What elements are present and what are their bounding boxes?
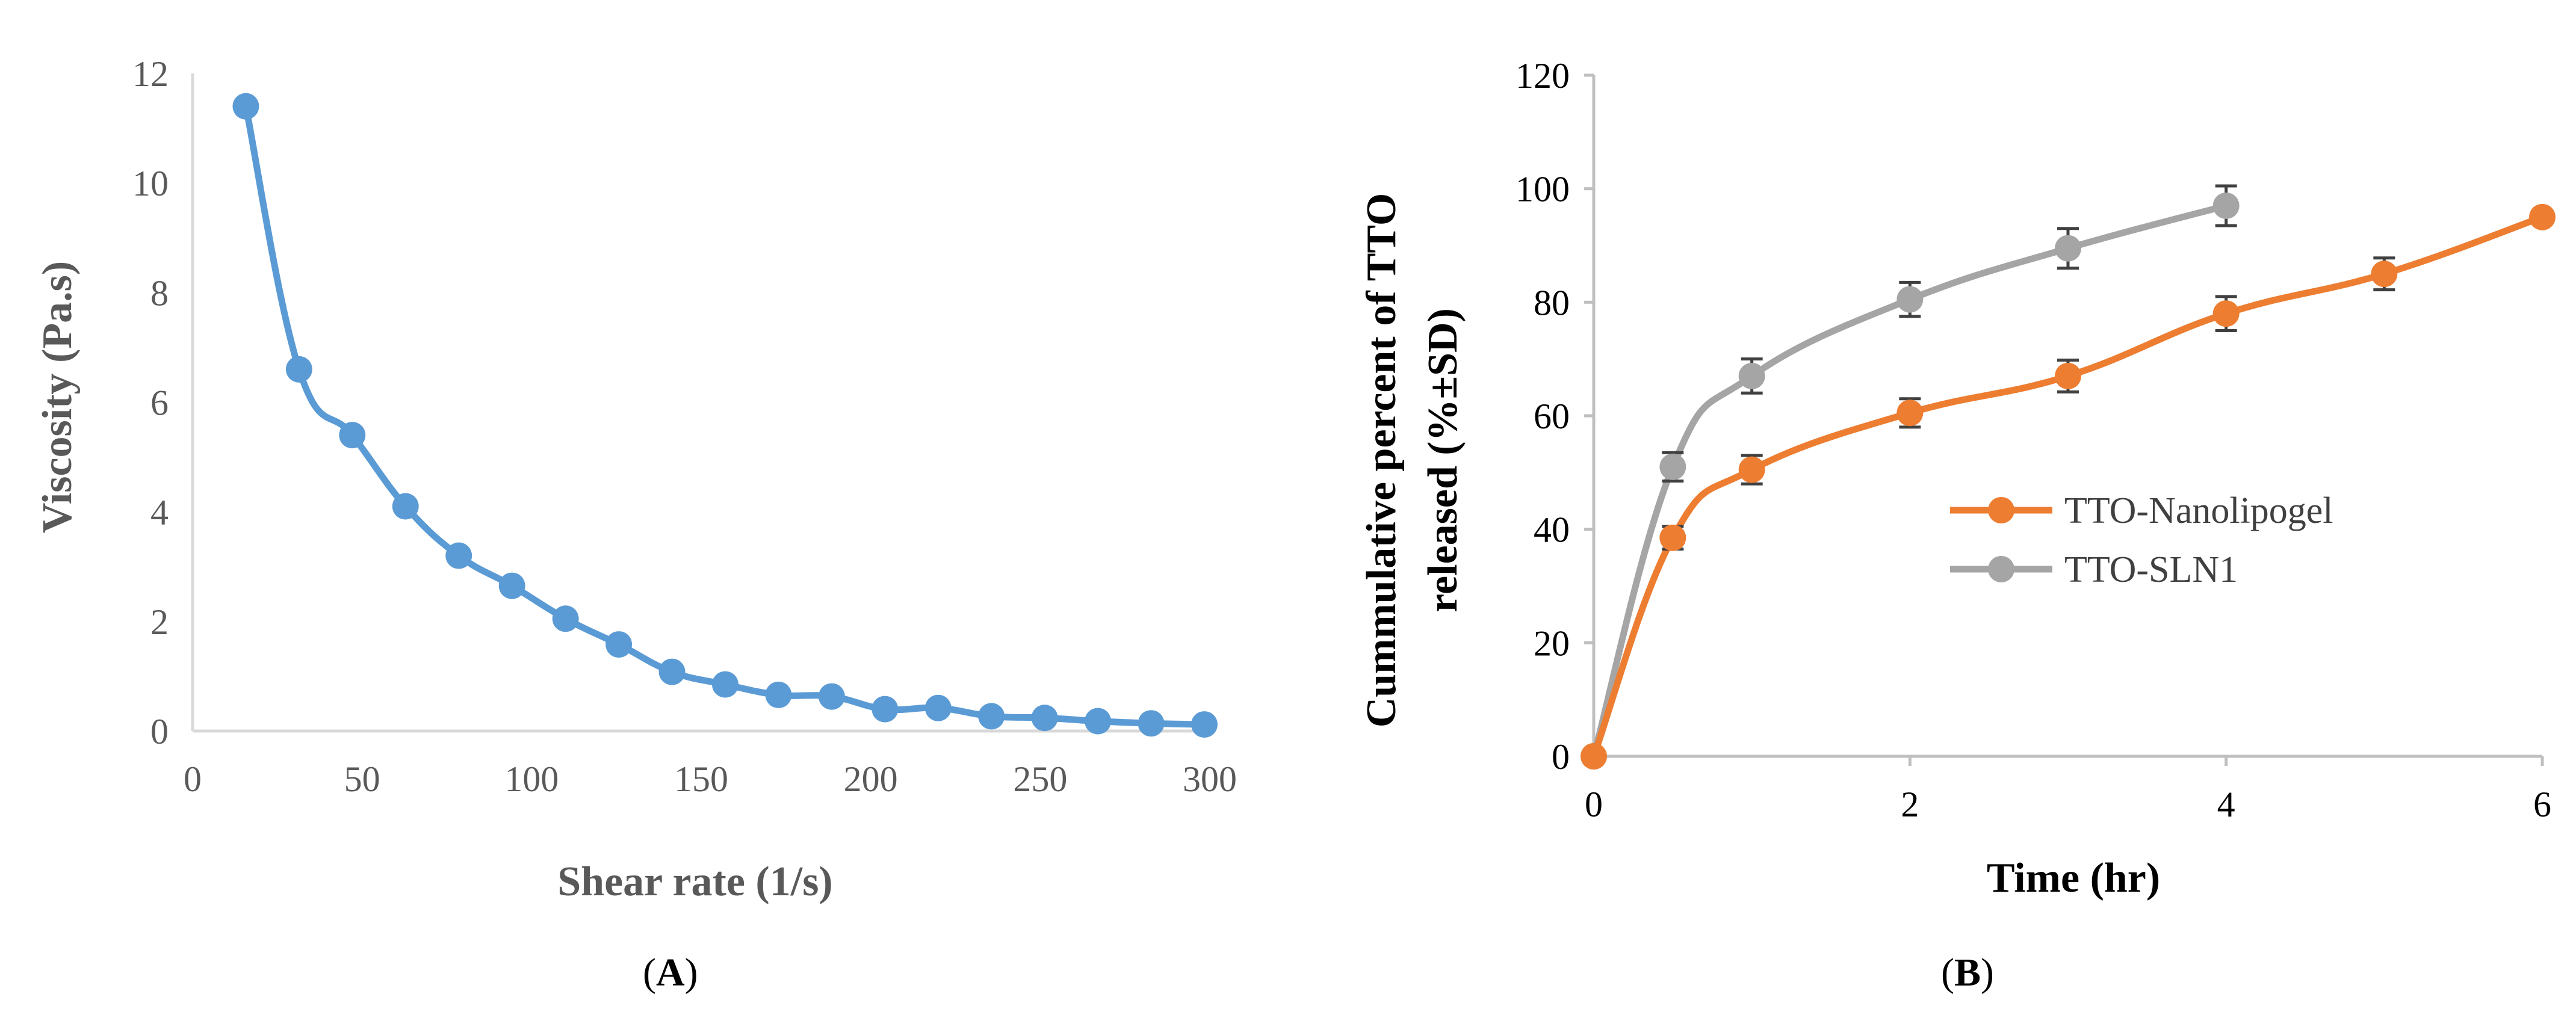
panel-a-data-point xyxy=(498,572,525,599)
panel-a-data-point xyxy=(765,681,792,708)
panel-a-x-tick-label: 250 xyxy=(1013,759,1067,799)
panel-b-legend-label: TTO-Nanolipogel xyxy=(2064,490,2333,531)
panel-b-data-point xyxy=(2055,362,2081,389)
panel-b-y-axis-label-line-1: Cummulative percent of TTO xyxy=(1358,193,1405,728)
panel-a-chart: Shear rate (1/s) Viscosity (Pa.s) 0 2 4 6 8 1… xyxy=(34,54,1237,905)
panel-b-data-point xyxy=(1896,400,1924,427)
panel-b-legend-swatch-marker xyxy=(1988,497,2014,523)
panel-a-y-tick-label: 12 xyxy=(132,54,169,94)
panel-b-data-point xyxy=(2371,261,2398,288)
panel-b-data-point xyxy=(2529,203,2556,230)
panel-b-x-tick-label: 4 xyxy=(2217,785,2235,824)
panel-a-data-point xyxy=(818,683,845,710)
panel-b-data-point xyxy=(1581,743,1607,770)
panel-a-data-point xyxy=(392,493,419,520)
panel-b-data-point xyxy=(1659,453,1686,480)
panel-a-data-point xyxy=(339,422,366,449)
panel-b-data-point xyxy=(1738,456,1765,483)
panel-b-y-tick-label: 80 xyxy=(1534,283,1570,322)
panel-a-x-tick-label: 0 xyxy=(184,759,202,799)
panel-a-x-tick-label: 200 xyxy=(844,759,898,799)
panel-a-label: (A) xyxy=(643,951,698,995)
panel-b-x-tick-label: 6 xyxy=(2533,785,2551,824)
panel-b-data-point xyxy=(2212,300,2240,327)
panel-b-legend-label: TTO-SLN1 xyxy=(2064,549,2238,590)
panel-a-y-tick-label: 10 xyxy=(132,164,169,203)
panel-b-y-tick-label: 120 xyxy=(1516,56,1570,96)
panel-b-legend-swatch-marker xyxy=(1988,556,2014,582)
panel-b-x-tick-label: 0 xyxy=(1585,785,1603,824)
panel-b-y-tick-label: 40 xyxy=(1534,510,1570,550)
panel-a-y-axis-label: Viscosity (Pa.s) xyxy=(34,261,81,533)
panel-a-x-tick-label: 300 xyxy=(1183,759,1237,799)
panel-a-y-tick-label: 4 xyxy=(150,493,169,532)
panel-a-data-point xyxy=(658,658,686,685)
panel-a-data-point xyxy=(711,671,738,698)
panel-a-data-point xyxy=(1138,710,1165,737)
panel-a-y-tick-label: 0 xyxy=(150,712,169,751)
panel-b-data-point xyxy=(1896,286,1924,313)
panel-a-x-tick-label: 100 xyxy=(504,759,559,799)
panel-b-x-tick-label: 2 xyxy=(1901,785,1919,824)
panel-b-data-point xyxy=(1738,362,1765,389)
panel-a-data-point xyxy=(552,605,579,632)
panel-b-y-tick-label: 0 xyxy=(1552,737,1570,777)
panel-b-data-point xyxy=(1659,524,1686,551)
panel-a-y-tick-label: 8 xyxy=(150,273,169,313)
panel-b-series-line xyxy=(1590,214,2546,760)
panel-a-data-point xyxy=(872,696,899,723)
panel-b-y-axis-label-line-2: released (%±SD) xyxy=(1420,308,1466,612)
panel-a-data-point xyxy=(1085,708,1112,735)
panel-a-data-point xyxy=(285,356,312,383)
panel-a-x-axis-label: Shear rate (1/s) xyxy=(557,859,833,905)
panel-a-data-point xyxy=(1190,711,1218,738)
panel-b-x-axis-label: Time (hr) xyxy=(1987,855,2160,901)
panel-a-y-tick-label: 6 xyxy=(150,383,169,423)
panel-a-data-point xyxy=(445,542,472,569)
panel-b-chart: Time (hr) Cummulative percent of TTO rel… xyxy=(1358,56,2556,901)
panel-a-data-point xyxy=(924,694,952,721)
panel-a-data-point xyxy=(605,631,633,658)
panel-b-y-tick-label: 60 xyxy=(1534,397,1570,436)
panel-a-y-tick-label: 2 xyxy=(150,602,169,642)
panel-b-y-tick-label: 20 xyxy=(1534,623,1570,663)
panel-b-data-point xyxy=(2212,192,2240,219)
panel-a-data-point xyxy=(978,703,1005,730)
panel-a-x-tick-label: 150 xyxy=(674,759,728,799)
panel-b-y-tick-label: 100 xyxy=(1516,170,1570,209)
panel-a-data-point xyxy=(232,93,259,120)
panel-b-data-point xyxy=(2055,235,2081,262)
panel-a-x-tick-label: 50 xyxy=(344,759,380,799)
panel-a-data-point xyxy=(1031,705,1058,732)
panel-a-series-line xyxy=(242,103,1208,728)
panel-b-label: (B) xyxy=(1941,951,1994,995)
